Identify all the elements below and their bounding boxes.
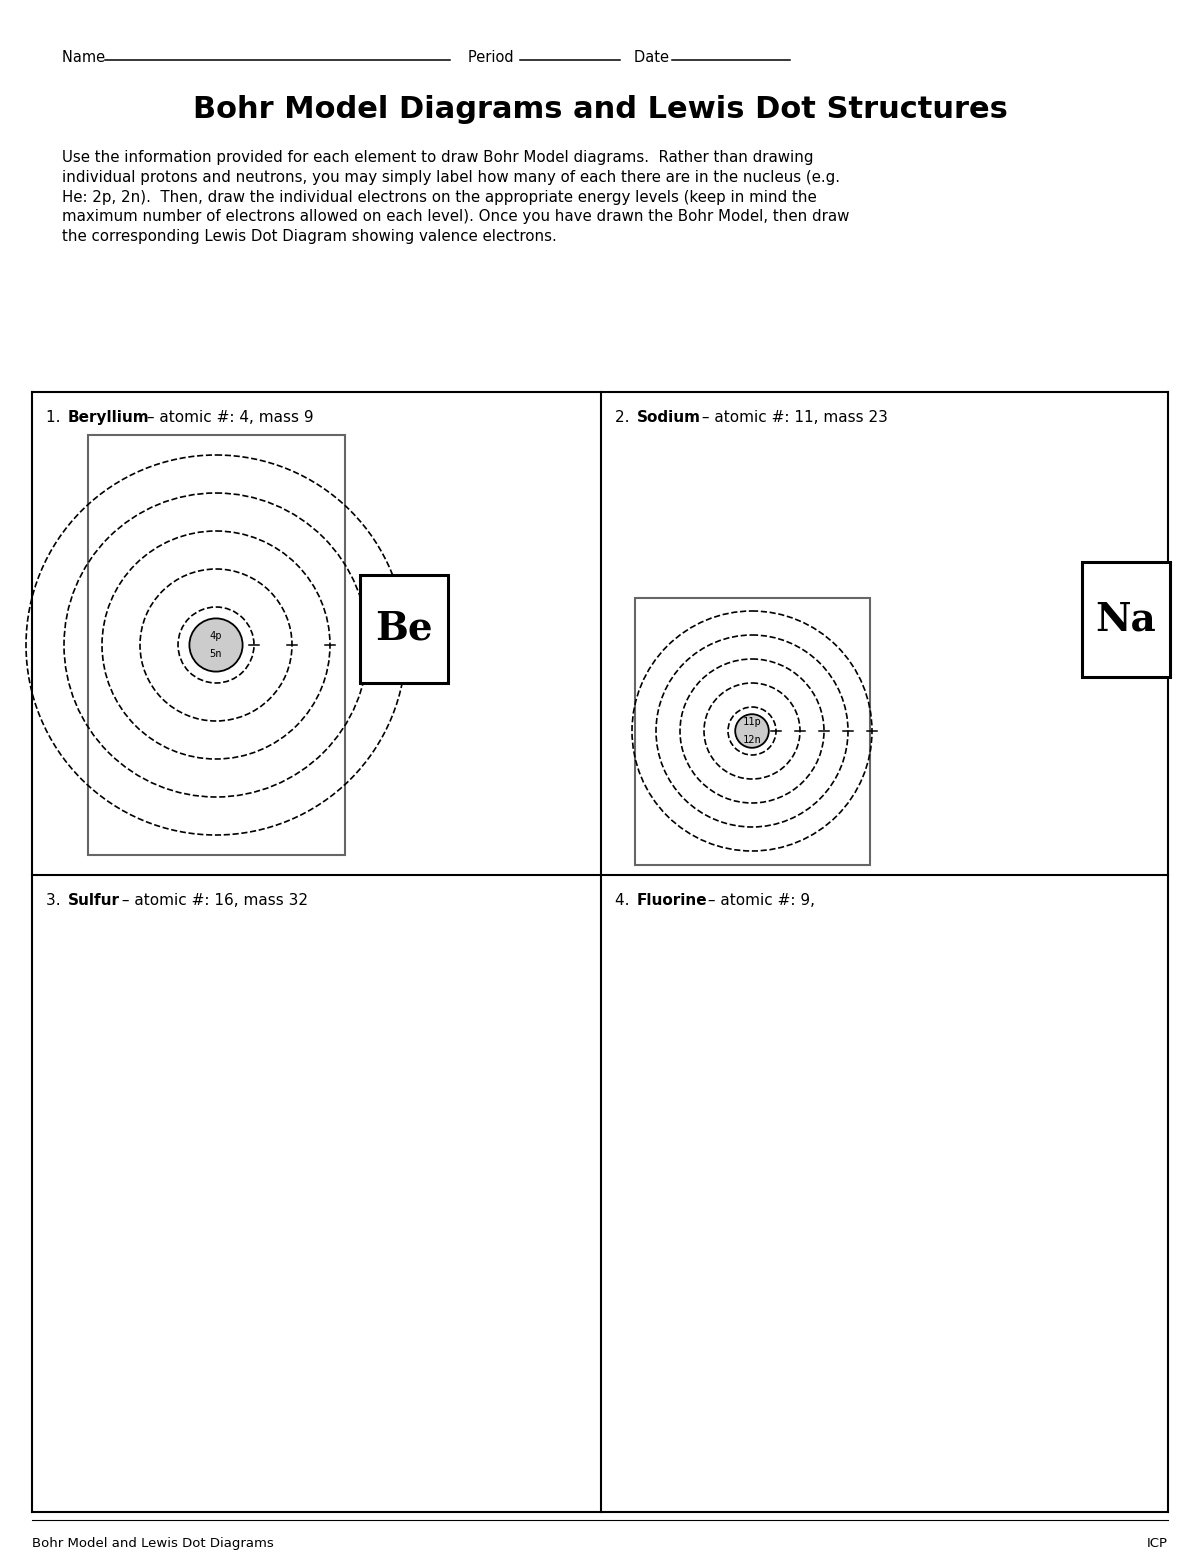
Text: 4.: 4.	[616, 893, 635, 909]
Bar	[635, 598, 870, 865]
Text: – atomic #: 9,: – atomic #: 9,	[703, 893, 815, 909]
Text: Be: Be	[376, 610, 433, 648]
Text: ICP: ICP	[1147, 1537, 1168, 1550]
Text: 5n: 5n	[210, 649, 222, 658]
Text: Name: Name	[62, 51, 109, 65]
Text: Sulfur: Sulfur	[68, 893, 120, 909]
Text: Na: Na	[1096, 601, 1157, 638]
Text: Period: Period	[468, 51, 518, 65]
Text: Sodium: Sodium	[637, 410, 701, 426]
Text: Use the information provided for each element to draw Bohr Model diagrams.  Rath: Use the information provided for each el…	[62, 151, 850, 244]
Bar	[1082, 562, 1170, 677]
Ellipse shape	[190, 618, 242, 671]
Bar	[360, 575, 448, 683]
Text: 4p: 4p	[210, 631, 222, 641]
Ellipse shape	[736, 714, 769, 749]
Text: Beryllium: Beryllium	[68, 410, 150, 426]
Text: 11p: 11p	[743, 717, 761, 727]
Text: – atomic #: 4, mass 9: – atomic #: 4, mass 9	[142, 410, 313, 426]
Text: Date: Date	[634, 51, 673, 65]
Text: 12n: 12n	[743, 735, 761, 745]
Text: Bohr Model and Lewis Dot Diagrams: Bohr Model and Lewis Dot Diagrams	[32, 1537, 274, 1550]
Text: Fluorine: Fluorine	[637, 893, 708, 909]
Bar	[88, 435, 346, 856]
Text: 1.: 1.	[46, 410, 65, 426]
Text: 3.: 3.	[46, 893, 66, 909]
Text: – atomic #: 11, mass 23: – atomic #: 11, mass 23	[697, 410, 888, 426]
Text: – atomic #: 16, mass 32: – atomic #: 16, mass 32	[118, 893, 308, 909]
Text: 2.: 2.	[616, 410, 635, 426]
Text: Bohr Model Diagrams and Lewis Dot Structures: Bohr Model Diagrams and Lewis Dot Struct…	[192, 95, 1008, 124]
